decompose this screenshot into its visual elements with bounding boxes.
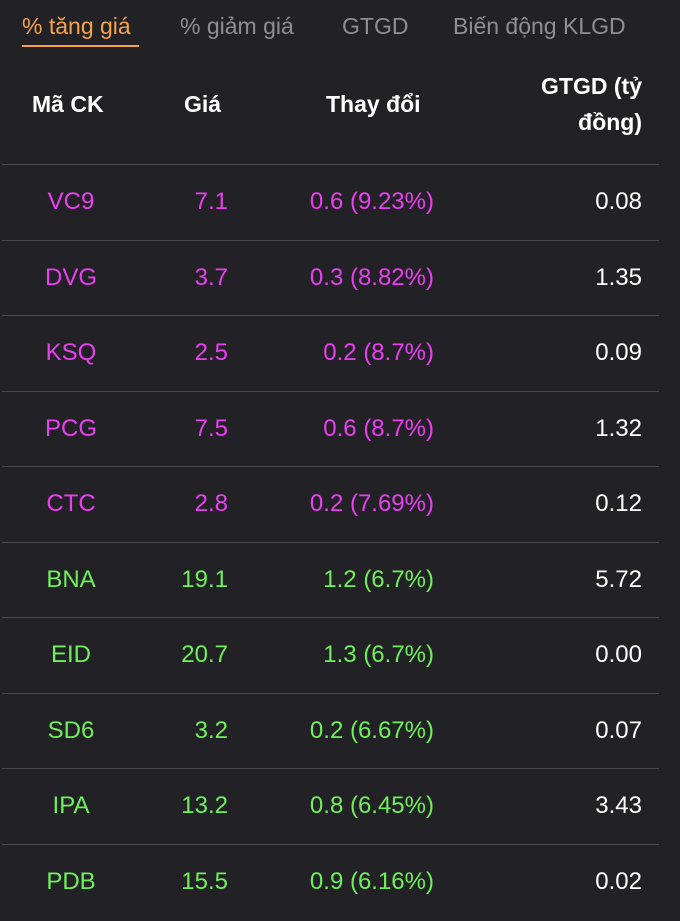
stock-trading-value: 3.43 (595, 792, 642, 820)
tab-trading-value[interactable]: GTGD (342, 13, 409, 39)
stock-price: 2.5 (194, 339, 228, 367)
table-row[interactable]: DVG 3.7 0.3 (8.82%) 1.35 (2, 241, 659, 316)
stock-symbol[interactable]: PCG (44, 414, 97, 442)
stock-trading-value: 1.32 (595, 414, 642, 442)
stock-price: 7.1 (194, 188, 228, 216)
table-row[interactable]: BNA 19.1 1.2 (6.7%) 5.72 (2, 543, 659, 618)
stock-change: 0.8 (6.45%) (309, 792, 434, 820)
stock-change: 0.2 (8.7%) (323, 339, 434, 367)
stock-price: 13.2 (181, 792, 228, 820)
header-trading-value-line2: đồng) (578, 109, 642, 135)
tab-top-losers[interactable]: % giảm giá (180, 13, 294, 39)
stock-trading-value: 1.35 (595, 263, 642, 291)
stock-trading-value: 5.72 (595, 565, 642, 593)
stock-price: 20.7 (181, 641, 228, 669)
stock-symbol[interactable]: VC9 (47, 188, 95, 216)
stock-change: 0.3 (8.82%) (309, 263, 434, 291)
stock-symbol[interactable]: PDB (46, 868, 96, 896)
header-trading-value[interactable]: GTGD (tỷ đồng) (541, 68, 642, 140)
header-trading-value-line1: GTGD (tỷ (541, 73, 642, 99)
stock-symbol[interactable]: EID (50, 641, 91, 669)
table-row[interactable]: PDB 15.5 0.9 (6.16%) 0.02 (2, 845, 659, 921)
tab-bar: % tăng giá % giảm giá GTGD Biến động KLG… (0, 0, 680, 52)
stock-trading-value: 0.09 (595, 339, 642, 367)
tab-volume-change[interactable]: Biến động KLGD (453, 13, 626, 39)
stock-trading-value: 0.00 (595, 641, 642, 669)
stock-change: 0.6 (8.7%) (323, 414, 434, 442)
header-price[interactable]: Giá (184, 91, 222, 117)
table-body: VC9 7.1 0.6 (9.23%) 0.08 DVG 3.7 0.3 (8.… (2, 165, 659, 920)
stock-price: 19.1 (181, 565, 228, 593)
table-row[interactable]: PCG 7.5 0.6 (8.7%) 1.32 (2, 392, 659, 467)
stock-price: 15.5 (181, 868, 228, 896)
stock-change: 1.2 (6.7%) (323, 565, 434, 593)
header-symbol[interactable]: Mã CK (32, 91, 104, 117)
table-header: Mã CK Giá Thay đổi GTGD (tỷ đồng) (2, 52, 659, 165)
stock-trading-value: 0.08 (595, 188, 642, 216)
stock-change: 0.2 (6.67%) (309, 716, 434, 744)
stock-change: 0.6 (9.23%) (309, 188, 434, 216)
stock-symbol[interactable]: SD6 (47, 716, 95, 744)
table-row[interactable]: IPA 13.2 0.8 (6.45%) 3.43 (2, 769, 659, 845)
active-tab-indicator (22, 45, 139, 47)
stock-price: 3.2 (194, 716, 228, 744)
stock-symbol[interactable]: DVG (44, 263, 97, 291)
tab-top-gainers[interactable]: % tăng giá (22, 13, 131, 39)
stock-symbol[interactable]: CTC (46, 490, 96, 518)
stock-change: 0.2 (7.69%) (309, 490, 434, 518)
stock-change: 1.3 (6.7%) (323, 641, 434, 669)
stock-change: 0.9 (6.16%) (309, 868, 434, 896)
table-row[interactable]: VC9 7.1 0.6 (9.23%) 0.08 (2, 165, 659, 241)
stock-symbol[interactable]: IPA (52, 792, 90, 820)
header-change[interactable]: Thay đổi (326, 91, 421, 117)
stock-trading-value: 0.02 (595, 868, 642, 896)
table-row[interactable]: EID 20.7 1.3 (6.7%) 0.00 (2, 618, 659, 694)
stock-trading-value: 0.07 (595, 716, 642, 744)
stock-price: 2.8 (194, 490, 228, 518)
table-row[interactable]: KSQ 2.5 0.2 (8.7%) 0.09 (2, 316, 659, 392)
stock-symbol[interactable]: BNA (46, 565, 96, 593)
stock-price: 3.7 (194, 263, 228, 291)
table-row[interactable]: SD6 3.2 0.2 (6.67%) 0.07 (2, 694, 659, 769)
table-row[interactable]: CTC 2.8 0.2 (7.69%) 0.12 (2, 467, 659, 543)
stock-trading-value: 0.12 (595, 490, 642, 518)
stock-symbol[interactable]: KSQ (45, 339, 97, 367)
stock-table: Mã CK Giá Thay đổi GTGD (tỷ đồng) VC9 7.… (2, 52, 659, 920)
stock-price: 7.5 (194, 414, 228, 442)
